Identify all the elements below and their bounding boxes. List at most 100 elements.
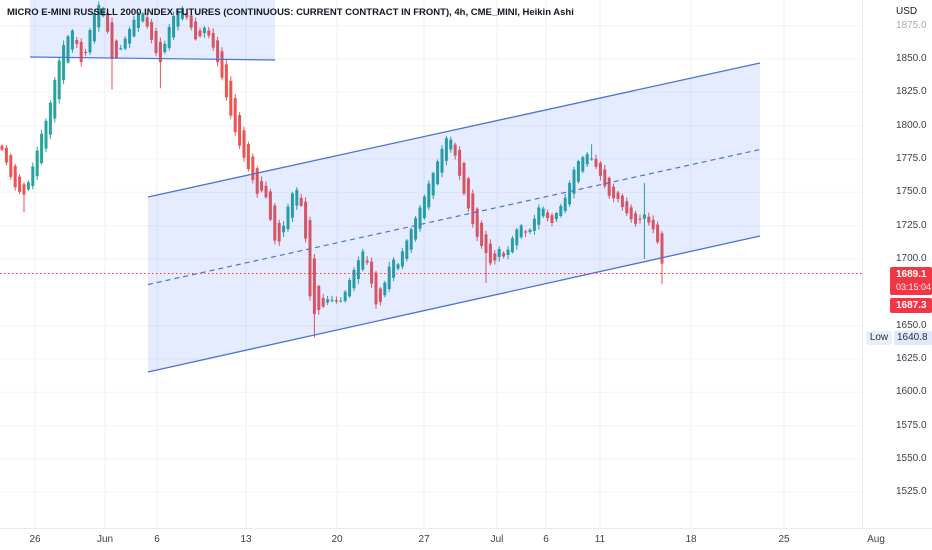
time-label: 6 xyxy=(154,534,160,545)
supply-zone-drawing[interactable] xyxy=(29,0,276,61)
candle xyxy=(304,201,308,239)
time-label: 6 xyxy=(543,534,549,545)
time-label: 27 xyxy=(418,534,430,545)
candle xyxy=(515,229,519,246)
candle xyxy=(286,206,290,229)
candle xyxy=(598,162,602,176)
candle xyxy=(123,38,127,49)
candle xyxy=(334,300,338,302)
candle xyxy=(642,214,646,219)
symbol-title[interactable]: MICRO E-MINI RUSSELL 2000 INDEX FUTURES … xyxy=(7,7,574,18)
candle xyxy=(110,22,114,59)
candle xyxy=(374,272,378,305)
candle xyxy=(339,300,343,302)
candle xyxy=(268,191,272,220)
candle xyxy=(31,166,35,186)
candle xyxy=(101,9,105,17)
time-label: Aug xyxy=(867,534,885,545)
candle xyxy=(405,240,409,259)
candle xyxy=(326,299,330,303)
candle xyxy=(603,169,607,187)
candle xyxy=(387,266,391,289)
candle xyxy=(106,13,110,32)
candle xyxy=(22,184,26,195)
candle xyxy=(506,249,510,255)
candle xyxy=(119,48,123,50)
candle xyxy=(185,13,189,18)
candle xyxy=(422,196,426,219)
candle xyxy=(114,40,118,58)
candle xyxy=(572,169,576,194)
time-label: Jun xyxy=(96,534,114,545)
candle xyxy=(541,208,545,217)
candle xyxy=(312,258,316,314)
candle xyxy=(488,243,492,264)
price-label: 1650.0 xyxy=(896,319,927,331)
price-label: 1825.0 xyxy=(896,86,927,98)
candle xyxy=(44,120,48,149)
candle xyxy=(53,80,57,119)
candle xyxy=(70,30,74,50)
price-axis[interactable]: USD 1875.0 1850.0 1825.0 1800.0 1775.0 1750.0… xyxy=(862,0,932,528)
candle xyxy=(79,41,83,62)
realtime-price-value: 1687.3 xyxy=(896,299,927,311)
price-label: 1600.0 xyxy=(896,386,927,398)
chart-canvas[interactable] xyxy=(0,0,862,528)
candle xyxy=(409,229,413,250)
candle xyxy=(612,186,616,199)
last-price-value: 1689.1 xyxy=(896,268,927,280)
candle xyxy=(519,225,523,238)
candle xyxy=(88,30,92,53)
candle xyxy=(246,144,250,170)
realtime-price-badge: 1687.3 xyxy=(890,297,932,313)
low-value: 1640.8 xyxy=(894,330,932,345)
candle xyxy=(546,212,550,219)
candle xyxy=(0,145,4,150)
candle xyxy=(453,144,457,156)
price-label: 1525.0 xyxy=(896,486,927,498)
candle xyxy=(84,51,88,53)
candle xyxy=(308,220,312,297)
candle xyxy=(414,218,418,240)
candle xyxy=(607,177,611,196)
candle xyxy=(532,218,536,231)
candle xyxy=(581,157,585,172)
candle xyxy=(295,189,299,206)
candle xyxy=(273,205,277,241)
candle xyxy=(449,139,453,150)
time-axis[interactable]: 26 Jun 6 13 20 27 Jul 6 11 18 25 Aug xyxy=(0,528,932,550)
candle xyxy=(440,148,444,173)
candle xyxy=(132,19,136,37)
price-label: 1700.0 xyxy=(896,252,927,264)
candle xyxy=(378,288,382,302)
currency-label: USD xyxy=(896,6,918,17)
last-price-badge: 1689.1 03:15:04 xyxy=(890,266,932,295)
candle xyxy=(348,280,352,297)
candle xyxy=(176,11,180,27)
candle xyxy=(462,162,466,194)
candle xyxy=(264,185,268,198)
candle xyxy=(172,16,176,38)
candle xyxy=(629,207,633,220)
candle xyxy=(563,197,567,211)
candle xyxy=(75,40,79,44)
candle xyxy=(321,298,325,307)
candle xyxy=(356,260,360,279)
candle xyxy=(383,282,387,296)
low-price-label: Low 1640.8 xyxy=(863,330,932,345)
channel-drawing[interactable] xyxy=(147,62,761,373)
candle xyxy=(396,264,400,269)
candle xyxy=(163,43,167,53)
candle xyxy=(35,150,39,177)
candle xyxy=(9,155,13,177)
candle xyxy=(568,183,572,205)
candle xyxy=(128,29,132,44)
candle xyxy=(251,156,255,180)
price-label: 1550.0 xyxy=(896,452,927,464)
candle xyxy=(26,182,30,190)
candle xyxy=(92,13,96,42)
price-label: 1875.0 xyxy=(896,19,927,31)
candle xyxy=(400,251,404,267)
candle xyxy=(158,41,162,63)
candle xyxy=(277,223,281,242)
